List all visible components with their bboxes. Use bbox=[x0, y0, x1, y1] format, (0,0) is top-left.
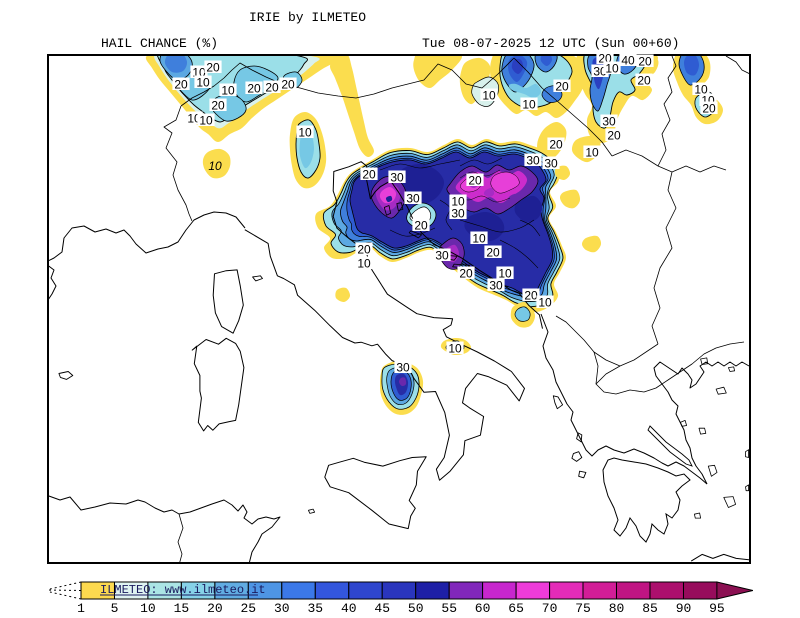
svg-text:10: 10 bbox=[482, 89, 496, 103]
svg-text:50: 50 bbox=[408, 601, 424, 616]
svg-text:10: 10 bbox=[522, 98, 536, 112]
svg-text:75: 75 bbox=[575, 601, 591, 616]
svg-text:10: 10 bbox=[585, 146, 599, 160]
svg-text:30: 30 bbox=[274, 601, 290, 616]
svg-text:20: 20 bbox=[357, 243, 371, 257]
svg-text:90: 90 bbox=[676, 601, 692, 616]
svg-text:20: 20 bbox=[207, 601, 223, 616]
svg-text:Tue 08-07-2025 12 UTC (Sun 00+: Tue 08-07-2025 12 UTC (Sun 00+60) bbox=[422, 36, 679, 51]
svg-text:20: 20 bbox=[555, 80, 569, 94]
svg-text:30: 30 bbox=[435, 249, 449, 263]
svg-text:85: 85 bbox=[642, 601, 658, 616]
svg-text:20: 20 bbox=[459, 267, 473, 281]
svg-text:20: 20 bbox=[174, 78, 188, 92]
svg-text:20: 20 bbox=[524, 289, 538, 303]
svg-text:10: 10 bbox=[694, 83, 708, 97]
svg-text:20: 20 bbox=[281, 78, 295, 92]
svg-text:10: 10 bbox=[221, 84, 235, 98]
svg-text:10: 10 bbox=[199, 114, 213, 128]
svg-text:10: 10 bbox=[140, 601, 156, 616]
svg-text:HAIL CHANCE (%): HAIL CHANCE (%) bbox=[101, 36, 218, 51]
svg-text:30: 30 bbox=[390, 171, 404, 185]
svg-text:20: 20 bbox=[362, 168, 376, 182]
svg-text:40: 40 bbox=[621, 54, 635, 68]
svg-text:10: 10 bbox=[538, 296, 552, 310]
svg-text:30: 30 bbox=[396, 361, 410, 375]
svg-text:20: 20 bbox=[638, 55, 652, 69]
svg-text:IRIE by ILMETEO: IRIE by ILMETEO bbox=[249, 10, 366, 25]
svg-text:20: 20 bbox=[265, 81, 279, 95]
svg-text:80: 80 bbox=[609, 601, 625, 616]
svg-text:10: 10 bbox=[472, 232, 486, 246]
svg-text:20: 20 bbox=[468, 174, 482, 188]
svg-text:60: 60 bbox=[475, 601, 491, 616]
svg-text:10: 10 bbox=[605, 62, 619, 76]
svg-text:70: 70 bbox=[542, 601, 558, 616]
svg-text:20: 20 bbox=[414, 219, 428, 233]
svg-text:10: 10 bbox=[298, 126, 312, 140]
svg-text:15: 15 bbox=[174, 601, 190, 616]
svg-text:40: 40 bbox=[341, 601, 357, 616]
svg-text:20: 20 bbox=[549, 138, 563, 152]
svg-text:30: 30 bbox=[526, 154, 540, 168]
svg-text:25: 25 bbox=[240, 601, 256, 616]
svg-text:20: 20 bbox=[702, 102, 716, 116]
svg-text:10: 10 bbox=[498, 267, 512, 281]
svg-text:30: 30 bbox=[544, 157, 558, 171]
svg-text:45: 45 bbox=[374, 601, 390, 616]
svg-text:ILMETEO: www.ilmeteo.it: ILMETEO: www.ilmeteo.it bbox=[100, 583, 266, 597]
svg-text:10: 10 bbox=[208, 159, 222, 173]
svg-text:30: 30 bbox=[406, 192, 420, 206]
svg-text:30: 30 bbox=[489, 279, 503, 293]
svg-text:20: 20 bbox=[607, 129, 621, 143]
svg-text:10: 10 bbox=[451, 195, 465, 209]
svg-text:55: 55 bbox=[441, 601, 457, 616]
svg-text:65: 65 bbox=[508, 601, 524, 616]
svg-text:35: 35 bbox=[307, 601, 323, 616]
svg-text:20: 20 bbox=[247, 82, 261, 96]
svg-text:20: 20 bbox=[637, 74, 651, 88]
svg-text:10: 10 bbox=[357, 257, 371, 271]
svg-text:20: 20 bbox=[211, 99, 225, 113]
svg-text:5: 5 bbox=[111, 601, 119, 616]
svg-text:20: 20 bbox=[206, 61, 220, 75]
svg-text:20: 20 bbox=[486, 246, 500, 260]
svg-text:30: 30 bbox=[602, 115, 616, 129]
svg-text:30: 30 bbox=[451, 207, 465, 221]
svg-text:10: 10 bbox=[448, 342, 462, 356]
svg-text:95: 95 bbox=[709, 601, 725, 616]
svg-text:1: 1 bbox=[77, 601, 85, 616]
svg-text:10: 10 bbox=[196, 76, 210, 90]
